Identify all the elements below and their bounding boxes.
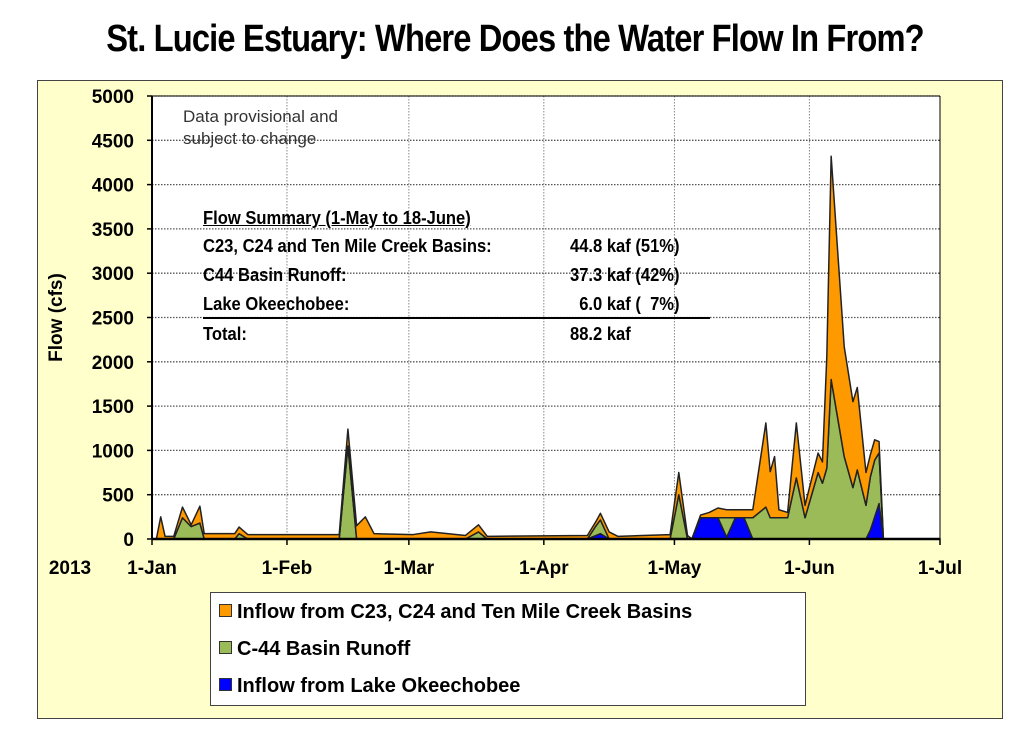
legend-label: Inflow from C23, C24 and Ten Mile Creek … — [237, 601, 693, 623]
y-tick-label: 2000 — [92, 353, 134, 374]
legend-swatch-green — [219, 641, 232, 654]
x-tick-label: 1-Apr — [519, 558, 569, 579]
summary-value: 88.2 kaf — [570, 324, 631, 344]
x-tick-label: 1-Mar — [384, 558, 435, 579]
legend-swatch-orange — [219, 604, 232, 617]
x-tick-label: 1-May — [648, 558, 702, 579]
y-axis-label: Flow (cfs) — [46, 273, 67, 362]
y-tick-label: 3500 — [92, 220, 134, 241]
provisional-note: Data provisional and subject to change — [183, 106, 338, 150]
x-tick-label: 1-Feb — [262, 558, 313, 579]
summary-label: C44 Basin Runoff: — [203, 265, 347, 285]
y-tick-label: 3000 — [92, 264, 134, 285]
y-tick-label: 500 — [102, 486, 134, 507]
legend-swatch-blue — [219, 678, 232, 691]
y-tick-label: 1000 — [92, 441, 134, 462]
summary-label: Lake Okeechobee: — [203, 294, 350, 314]
x-axis-year-label: 2013 — [49, 558, 91, 579]
legend-label: C-44 Basin Runoff — [237, 638, 411, 660]
summary-value: 37.3 kaf (42%) — [570, 265, 680, 285]
legend: Inflow from C23, C24 and Ten Mile Creek … — [210, 592, 806, 706]
summary-label: Total: — [203, 324, 247, 344]
summary-divider — [203, 317, 710, 319]
note-line: Data provisional and — [183, 107, 338, 126]
legend-item: Inflow from Lake Okeechobee — [219, 675, 520, 698]
summary-value: 44.8 kaf (51%) — [570, 236, 680, 256]
note-line: subject to change — [183, 129, 317, 148]
y-tick-label: 5000 — [92, 87, 134, 108]
y-tick-label: 4000 — [92, 176, 134, 197]
y-tick-label: 0 — [123, 530, 134, 551]
x-tick-label: 1-Jan — [127, 558, 177, 579]
legend-item: Inflow from C23, C24 and Ten Mile Creek … — [219, 601, 692, 624]
legend-item: C-44 Basin Runoff — [219, 638, 410, 661]
y-tick-label: 2500 — [92, 309, 134, 330]
y-tick-label: 4500 — [92, 131, 134, 152]
x-tick-label: 1-Jun — [784, 558, 835, 579]
summary-heading: Flow Summary (1-May to 18-June) — [203, 208, 471, 228]
chart-title: St. Lucie Estuary: Where Does the Water … — [106, 18, 924, 60]
summary-label: C23, C24 and Ten Mile Creek Basins: — [203, 236, 492, 256]
area-inflow-from-lake-okeechobee — [152, 503, 940, 539]
x-tick-label: 1-Jul — [918, 558, 962, 579]
summary-value: 6.0 kaf ( 7%) — [570, 294, 680, 314]
y-tick-label: 1500 — [92, 397, 134, 418]
legend-label: Inflow from Lake Okeechobee — [237, 675, 521, 697]
